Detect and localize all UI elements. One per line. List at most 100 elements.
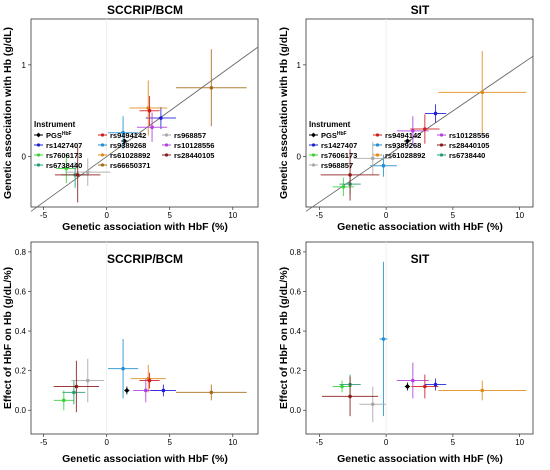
legend-item-rs10128556: rs10128556 <box>437 131 489 140</box>
legend-item-rs7606173: rs7606173 <box>34 151 82 160</box>
data-point-rs10128556 <box>136 112 168 142</box>
x-tick-label: 10 <box>515 211 524 220</box>
legend-swatch-marker <box>439 153 444 157</box>
x-tick-label: 5 <box>167 438 172 447</box>
point-marker <box>423 384 427 389</box>
panel-c: SCCRIP/BCM Genetic association with HbF … <box>2 241 259 465</box>
y-tick-label: 0.2 <box>15 367 27 376</box>
data-point-rs9389268 <box>379 261 388 417</box>
point-marker <box>341 185 346 189</box>
legend-swatch-marker <box>36 163 41 167</box>
data-point-rs10128556 <box>396 116 429 146</box>
data-point-rs9494142 <box>139 96 160 126</box>
x-tick-label: 0 <box>104 211 109 220</box>
point-marker <box>61 398 66 403</box>
point-marker <box>381 337 386 341</box>
data-point-rs968857 <box>354 141 392 175</box>
y-tick-label: 0.0 <box>290 406 302 415</box>
y-axis-label: Genetic association with Hb (g/dL) <box>278 27 290 199</box>
legend-item-rs28440105: rs28440105 <box>437 141 489 150</box>
legend-label: rs66650371 <box>110 161 150 170</box>
point-marker <box>121 130 125 135</box>
legend-swatch-marker <box>311 132 316 138</box>
point-marker <box>348 173 352 177</box>
data-point-rs1427407 <box>424 378 447 391</box>
legend-item-rs7606173: rs7606173 <box>309 151 357 160</box>
legend-label: rs968857 <box>321 161 353 170</box>
legend-label: rs7606173 <box>46 151 82 160</box>
x-tick-label: -5 <box>40 438 48 447</box>
legend-item-rs6738440: rs6738440 <box>437 151 485 160</box>
y-tick-label: 1 <box>22 61 27 70</box>
legend-item-rs10128556: rs10128556 <box>162 141 214 150</box>
legend-label: rs1427407 <box>321 141 357 150</box>
data-point-rs9389268 <box>370 154 397 177</box>
legend-item-rs9494142: rs9494142 <box>98 131 146 140</box>
legend-label: PGSHbF <box>321 131 347 140</box>
legend-swatch-marker <box>36 153 41 157</box>
legend-swatch-marker <box>164 143 169 147</box>
data-point-rs9494142 <box>139 372 160 389</box>
point-marker <box>433 382 438 387</box>
legend-label: rs9494142 <box>385 131 421 140</box>
point-marker <box>85 378 90 383</box>
legend-swatch-marker <box>439 133 444 137</box>
legend: Instrument PGSHbF rs9494142 rs968857 rs1427… <box>34 120 214 170</box>
point-marker <box>423 127 427 131</box>
legend-label: rs10128556 <box>174 141 214 150</box>
point-marker <box>143 388 148 393</box>
data-point-rs10128556 <box>396 362 429 399</box>
x-tick-label: -5 <box>316 211 324 220</box>
point-marker <box>147 108 152 113</box>
panel-title: SIT <box>411 3 430 17</box>
legend-swatch-marker <box>375 153 380 157</box>
data-point-rs9494142 <box>410 114 440 144</box>
legend-label: rs968857 <box>174 131 206 140</box>
legend-swatch-marker <box>375 143 380 147</box>
point-marker <box>480 90 485 95</box>
data-point-rs968857 <box>65 158 111 186</box>
y-tick-label: 0.8 <box>290 248 302 257</box>
legend-label: rs9389268 <box>110 141 146 150</box>
point-marker <box>404 383 411 390</box>
x-tick-label: -5 <box>40 211 48 220</box>
legend-label: rs6738440 <box>46 161 82 170</box>
legend-label: rs28440105 <box>174 151 214 160</box>
x-tick-label: 10 <box>228 438 237 447</box>
y-tick-label: 1 <box>297 61 302 70</box>
panel-d: SIT Genetic association with HbF (%) Eff… <box>278 241 534 465</box>
x-tick-label: 10 <box>515 438 524 447</box>
x-axis-label: Genetic association with HbF (%) <box>62 221 228 233</box>
legend-label: rs61028892 <box>110 151 150 160</box>
panel-title: SCCRIP/BCM <box>107 3 183 17</box>
x-tick-label: -5 <box>316 438 324 447</box>
legend-item-rs1427407: rs1427407 <box>309 141 357 150</box>
legend-item-rs61028892: rs61028892 <box>98 151 150 160</box>
point-marker <box>75 173 80 177</box>
legend-swatch-marker <box>375 133 380 137</box>
legend-label: rs9494142 <box>110 131 146 140</box>
point-marker <box>124 387 130 394</box>
data-point-rs61028892 <box>438 380 527 401</box>
point-marker <box>150 125 154 130</box>
x-tick-label: 0 <box>384 211 389 220</box>
data-point-rs66650371 <box>176 384 247 401</box>
plot-frame <box>30 18 259 208</box>
point-marker <box>340 384 344 389</box>
x-tick-label: 0 <box>384 438 389 447</box>
legend-item-rs9389268: rs9389268 <box>373 141 421 150</box>
legend-swatch-marker <box>311 163 316 167</box>
data-point-rs7606173 <box>56 153 77 184</box>
y-tick-label: 0.4 <box>15 327 27 336</box>
data-point-PGS <box>404 382 411 391</box>
x-axis-label: Genetic association with HbF (%) <box>62 453 228 465</box>
panel-b: SIT Genetic association with HbF (%) Gen… <box>278 3 534 233</box>
legend-swatch-marker <box>311 153 316 157</box>
legend-swatch-marker <box>36 132 41 138</box>
x-tick-label: 5 <box>451 438 456 447</box>
data-point-PGS <box>404 138 411 144</box>
legend-label: rs10128556 <box>449 131 489 140</box>
point-marker <box>64 166 69 171</box>
point-marker <box>209 85 214 90</box>
